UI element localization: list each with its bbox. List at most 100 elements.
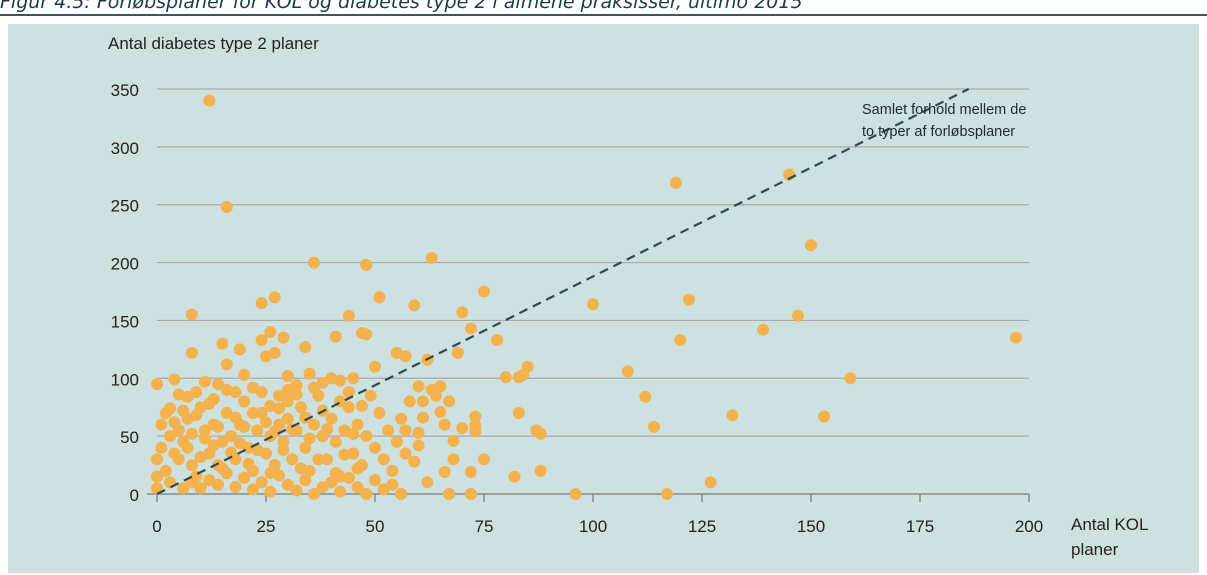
data-point — [303, 432, 316, 445]
data-point — [172, 453, 185, 466]
data-point — [412, 380, 425, 393]
data-point — [307, 418, 320, 431]
data-point — [251, 444, 264, 457]
data-point — [151, 482, 163, 495]
data-point — [281, 478, 294, 491]
data-point — [456, 422, 469, 435]
data-point — [369, 441, 381, 454]
data-point — [434, 380, 447, 393]
data-point — [386, 464, 399, 477]
data-point — [438, 418, 451, 431]
data-point — [242, 457, 255, 470]
data-point — [478, 453, 490, 466]
data-point — [281, 412, 294, 425]
data-point — [377, 453, 390, 466]
data-point — [329, 330, 342, 343]
data-point — [478, 285, 490, 298]
x-axis-label: Antal KOL — [1071, 515, 1149, 534]
data-point — [456, 306, 469, 319]
data-point — [229, 411, 242, 424]
data-point — [155, 418, 168, 431]
reference-line-label: Samlet forhold mellem de — [862, 102, 1026, 118]
data-point — [238, 471, 251, 484]
data-point — [342, 401, 355, 414]
x-axis-label: planer — [1071, 540, 1119, 559]
data-point — [395, 412, 408, 425]
data-point — [225, 430, 238, 443]
data-point — [260, 416, 272, 429]
y-tick-label: 0 — [130, 486, 139, 505]
data-point — [347, 447, 360, 460]
y-tick-label: 200 — [111, 255, 139, 274]
data-point — [447, 453, 460, 466]
data-point — [464, 322, 477, 335]
data-point — [491, 334, 504, 347]
data-point — [299, 441, 312, 454]
data-point — [264, 467, 277, 480]
data-point — [416, 411, 429, 424]
data-point — [342, 386, 355, 399]
data-point — [342, 471, 355, 484]
y-tick-label: 100 — [111, 370, 139, 389]
data-point — [395, 488, 408, 500]
data-point — [203, 94, 216, 107]
data-point — [233, 343, 246, 356]
data-point — [355, 400, 368, 413]
data-point — [168, 373, 181, 386]
data-point — [168, 416, 181, 429]
data-point — [198, 375, 211, 388]
data-point — [268, 425, 281, 438]
data-point — [207, 439, 220, 452]
data-point — [194, 482, 207, 495]
x-tick-label: 25 — [257, 517, 276, 536]
data-point — [347, 372, 360, 385]
data-point — [185, 427, 198, 440]
data-point — [264, 485, 277, 498]
data-point — [386, 478, 399, 491]
data-point — [704, 476, 717, 489]
data-point — [569, 488, 582, 500]
data-point — [499, 371, 512, 384]
y-axis-label: Antal diabetes type 2 planer — [108, 34, 319, 53]
data-point — [159, 464, 172, 477]
data-point — [469, 410, 482, 423]
data-point — [399, 350, 412, 363]
data-point — [203, 397, 216, 410]
data-points — [151, 94, 1022, 500]
data-point — [177, 404, 190, 417]
reference-line-label: to typer af forløbsplaner — [862, 124, 1015, 140]
data-point — [508, 470, 521, 483]
data-point — [164, 430, 177, 443]
data-point — [225, 446, 238, 459]
data-point — [443, 395, 456, 408]
data-point — [351, 462, 364, 475]
axis-labels: 0 50 100 150 200 250 300 350 0 25 50 75 100 125 150 175… — [108, 34, 1149, 559]
data-point — [255, 476, 268, 489]
data-point — [321, 453, 334, 466]
data-point — [151, 378, 163, 391]
x-tick-label: 125 — [688, 517, 716, 536]
data-point — [307, 488, 320, 500]
data-point — [299, 341, 312, 354]
data-point — [220, 383, 233, 396]
data-point — [229, 481, 242, 494]
x-tick-label: 175 — [906, 517, 934, 536]
data-point — [360, 258, 373, 271]
data-point — [661, 488, 674, 500]
data-point — [412, 439, 425, 452]
data-point — [364, 389, 377, 402]
data-point — [185, 346, 198, 359]
data-point — [438, 466, 451, 479]
reference-line — [156, 88, 970, 495]
x-tick-label: 50 — [366, 517, 385, 536]
data-point — [408, 299, 421, 312]
data-point — [277, 331, 290, 344]
data-point — [351, 481, 364, 494]
data-point — [151, 470, 163, 483]
data-point — [321, 423, 334, 436]
data-point — [264, 326, 277, 338]
data-point — [312, 453, 325, 466]
data-point — [534, 427, 547, 440]
data-point — [469, 425, 482, 438]
